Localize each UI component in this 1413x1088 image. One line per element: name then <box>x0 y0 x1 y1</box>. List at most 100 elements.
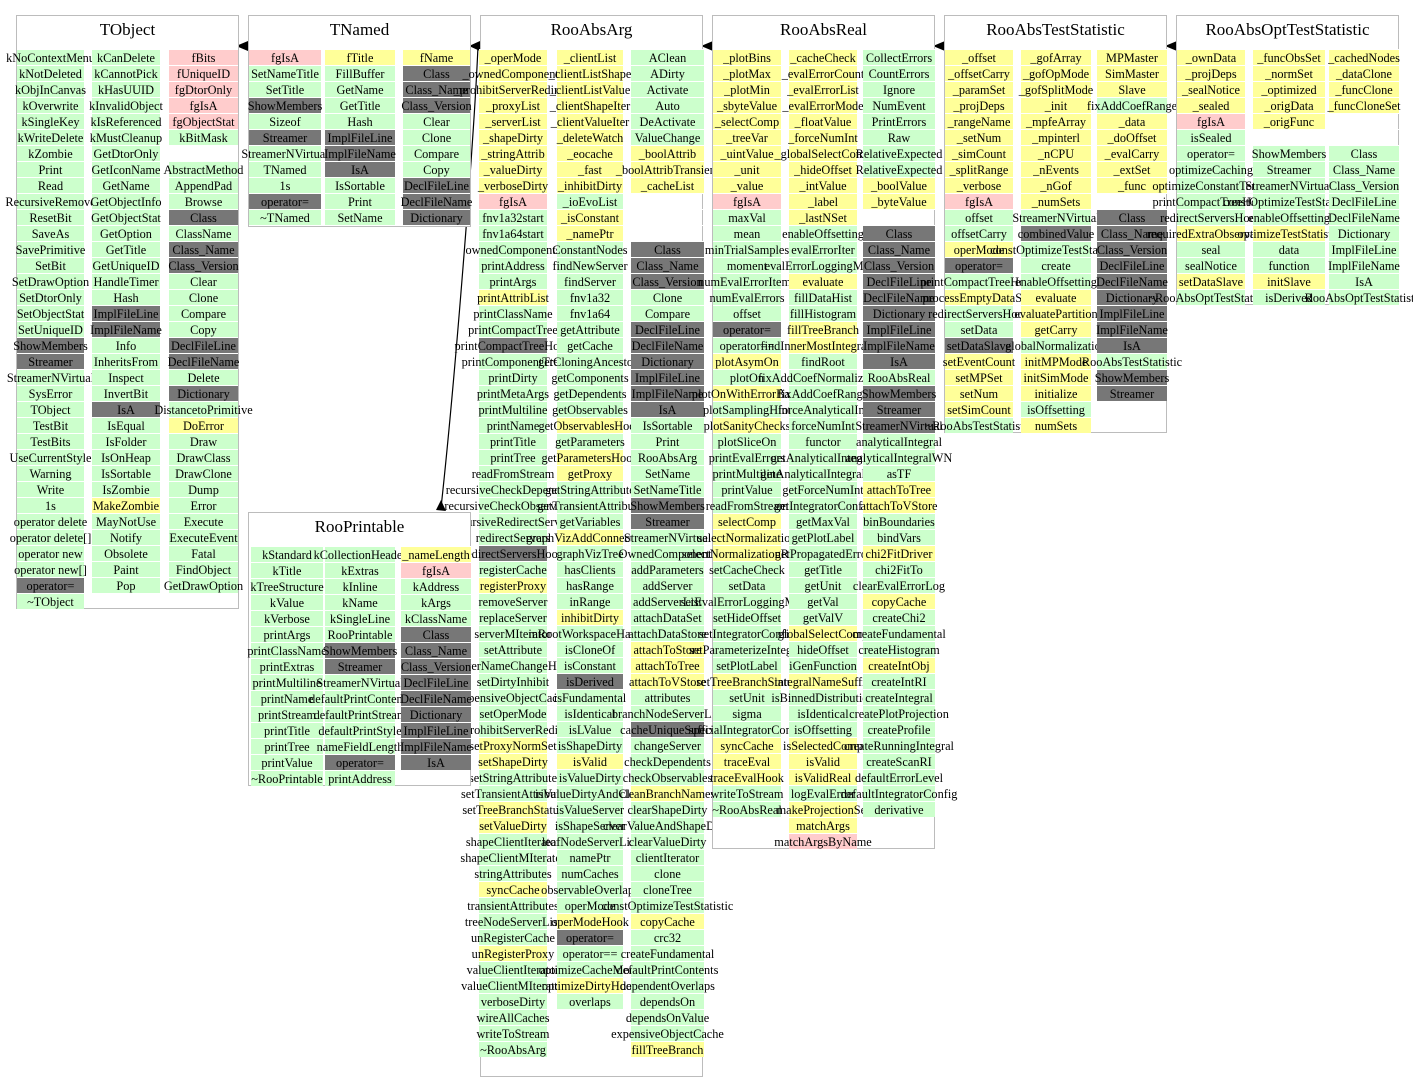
class-member: Class_Name <box>631 257 704 273</box>
class-member: setOperMode <box>479 705 547 721</box>
class-member: SetDtorOnly <box>17 289 84 305</box>
class-member: requiredExtraObservables <box>1146 225 1276 241</box>
class-member: createIntRI <box>863 673 935 689</box>
class-member: initSlave <box>1253 273 1325 289</box>
class-member: createScanRI <box>863 753 935 769</box>
class-member: getPropagatedError <box>774 545 872 561</box>
member-column: _cacheCheck _evalErrorCount _evalErrorList… <box>758 49 888 849</box>
class-member: kCollectionHeader <box>313 546 407 562</box>
class-member: _extSet <box>1097 161 1167 177</box>
class-member: fTitle <box>325 49 395 65</box>
class-member: ImplFileName <box>400 738 472 754</box>
class-member: printAddress <box>479 257 547 273</box>
class-member: hideOffset <box>789 641 857 657</box>
class-member: _unit <box>713 161 781 177</box>
class-member: StreamerNVirtual <box>241 145 329 161</box>
class-member: kObjInCanvas <box>14 81 87 97</box>
class-title: RooAbsArg <box>550 20 633 39</box>
class-member: IsFolder <box>92 433 160 449</box>
class-member: createFundamental <box>620 945 715 961</box>
class-member: _ownedComponents <box>462 65 564 81</box>
class-member: Class_Name <box>169 241 238 257</box>
class-member: syncCache <box>479 881 547 897</box>
class-member: Class_Version <box>400 658 472 674</box>
class-member: create <box>1021 257 1091 273</box>
class-member: _offset <box>945 49 1013 65</box>
class-member: setTreeBranchStatus <box>696 673 798 689</box>
class-member: branchNodeServerList <box>611 705 724 721</box>
class-member: kTreeStructure <box>250 578 324 594</box>
class-member: _ioEvoList <box>557 193 623 209</box>
class-member: ImplFileName <box>90 321 162 337</box>
class-member: selectNormalization <box>697 529 797 545</box>
class-member: isSelectedComp <box>783 737 863 753</box>
class-member: analyticalIntegral <box>855 433 943 449</box>
class-member: _funcCloneSet <box>1327 97 1401 113</box>
class-member <box>1253 129 1325 145</box>
member-column: _offset _offsetCarry _paramSet _projDeps _ra… <box>920 49 1038 433</box>
class-member: operModeHook <box>551 913 629 929</box>
class-member: plotAsymOn <box>713 353 781 369</box>
class-member: printCompactTreeHook <box>454 337 572 353</box>
class-member: _nameLength <box>401 546 471 562</box>
class-member: optimizeConstantTerms <box>1152 177 1270 193</box>
class-member: createProfile <box>863 721 935 737</box>
class-member: Class_Version <box>863 257 935 273</box>
class-member: recursiveRedirectServers <box>451 513 575 529</box>
class-member: GetObjectInfo <box>90 193 162 209</box>
class-member: getVariables <box>557 513 623 529</box>
class-member: Warning <box>17 465 84 481</box>
class-member: ShowMembers <box>861 385 937 401</box>
member-column: kCanDelete kCannotPick kHasUUID kInvalidObj… <box>89 49 163 593</box>
class-member: ImplFileLine <box>92 305 160 321</box>
class-member: operator= <box>249 193 321 209</box>
class-member: attributes <box>631 689 704 705</box>
class-member: clearEvalErrorLog <box>852 577 946 593</box>
class-member: DeclFileName <box>400 690 472 706</box>
class-member: redirectServersHook <box>928 305 1030 321</box>
class-member: ~RooAbsArg <box>479 1041 547 1057</box>
class-member: ImplFileLine <box>631 369 704 385</box>
class-member: fillDataHist <box>789 289 857 305</box>
class-member: fgIsA <box>169 97 238 113</box>
class-box-tnamed: TNamed fgIsA SetNameTitle SetTitle ShowMembe… <box>241 15 472 227</box>
class-member: isValueDirty <box>557 769 623 785</box>
class-member: getTitle <box>789 561 857 577</box>
class-member: enableOffsetting <box>1015 273 1097 289</box>
class-member: optimizeTestStatistic <box>1237 225 1341 241</box>
class-member: copyCache <box>863 593 935 609</box>
class-member: shapeClientMIterator <box>460 849 566 865</box>
class-member <box>1329 113 1399 129</box>
class-member: Class <box>403 65 470 81</box>
class-member: ClassName <box>169 225 238 241</box>
class-member: fgIsA <box>249 49 321 65</box>
class-member: Class_Version <box>1096 241 1168 257</box>
class-member: setPlotLabel <box>713 657 781 673</box>
class-member: Class_Name <box>1329 161 1399 177</box>
class-member: Streamer <box>1097 385 1167 401</box>
class-member: _stringAttrib <box>479 145 547 161</box>
class-member: defaultPrintStream <box>313 706 407 722</box>
class-member: _gofSplitMode <box>1018 81 1094 97</box>
class-member: attachToTree <box>863 481 935 497</box>
class-member: findInnerMostIntegration <box>760 337 886 353</box>
class-member: function <box>1253 257 1325 273</box>
class-member: kNotDeleted <box>17 65 84 81</box>
class-member: evaluatePartition <box>1014 305 1098 321</box>
class-member: matchArgsByName <box>774 833 872 849</box>
class-member: _selectComp <box>713 113 781 129</box>
class-member: printStream <box>251 706 323 722</box>
member-column: _gofArray _gofOpMode _gofSplitMode _init _mp… <box>990 49 1122 433</box>
class-member: optimizeDirtyHook <box>541 977 639 993</box>
class-member: printComponentTree <box>461 353 565 369</box>
class-member: _cacheCheck <box>789 49 857 65</box>
class-member: defaultPrintContents <box>616 961 719 977</box>
class-member: printExtras <box>251 658 323 674</box>
class-member: offset <box>945 209 1013 225</box>
class-member: clientIterator <box>631 849 704 865</box>
class-member: _splitRange <box>945 161 1013 177</box>
class-member: getComponents <box>551 369 629 385</box>
class-member: operator== <box>713 337 781 353</box>
class-member: graphVizTree <box>556 545 624 561</box>
class-member: _numSets <box>1021 193 1091 209</box>
